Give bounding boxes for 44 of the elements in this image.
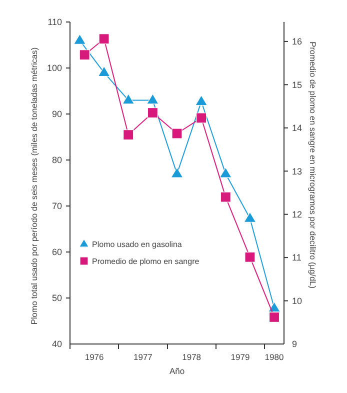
point xyxy=(79,50,90,60)
y2-tick-label: 14 xyxy=(292,123,302,134)
point xyxy=(123,130,134,140)
point xyxy=(268,312,280,323)
y-tick-label: 60 xyxy=(52,247,62,258)
point xyxy=(98,66,110,77)
point xyxy=(147,107,158,118)
y-tick-label: 40 xyxy=(52,339,62,350)
point xyxy=(74,34,86,44)
legend-label: Plomo usado en gasolina xyxy=(92,240,182,249)
y2-tick-label: 10 xyxy=(292,296,302,306)
x-tick-label: 1977 xyxy=(133,352,153,362)
point xyxy=(146,94,159,104)
point xyxy=(244,252,256,262)
y2-tick-label: 11 xyxy=(292,252,302,263)
y2-tick-label: 12 xyxy=(292,209,302,220)
point xyxy=(268,302,280,312)
point xyxy=(244,212,256,222)
point xyxy=(172,128,182,139)
x-tick-label: 1980 xyxy=(264,352,284,362)
legend-label: Promedio de plomo en sangre xyxy=(92,256,200,266)
y-tick-label: 90 xyxy=(52,109,62,120)
point xyxy=(195,95,208,106)
y2-tick-label: 13 xyxy=(292,166,302,176)
y-tick-label: 110 xyxy=(48,17,62,28)
y2-axis-title: Promedio de plomo en sangre en microgramos por decilitro (µg/dL) xyxy=(308,42,318,289)
x-tick-label: 1978 xyxy=(182,352,202,362)
y-tick-label: 100 xyxy=(46,63,62,74)
y2-tick-label: 15 xyxy=(292,80,302,90)
y-tick-label: 80 xyxy=(52,155,62,166)
y2-tick-label: 16 xyxy=(292,36,302,47)
y-tick-label: 50 xyxy=(52,293,62,304)
x-tick-label: 1979 xyxy=(230,352,250,362)
x-tick-label: 1976 xyxy=(84,352,104,362)
point xyxy=(122,94,135,104)
y-tick-label: 70 xyxy=(52,201,62,212)
x-axis-title: Año xyxy=(169,366,185,376)
point xyxy=(219,167,232,178)
point xyxy=(170,167,184,178)
y2-tick-label: 9 xyxy=(292,339,298,350)
point xyxy=(98,34,110,44)
y-axis-title: Plomo total usado por período de seis meses (miles de toneladas métricas) xyxy=(29,47,39,325)
point xyxy=(220,192,231,202)
point xyxy=(196,112,207,124)
